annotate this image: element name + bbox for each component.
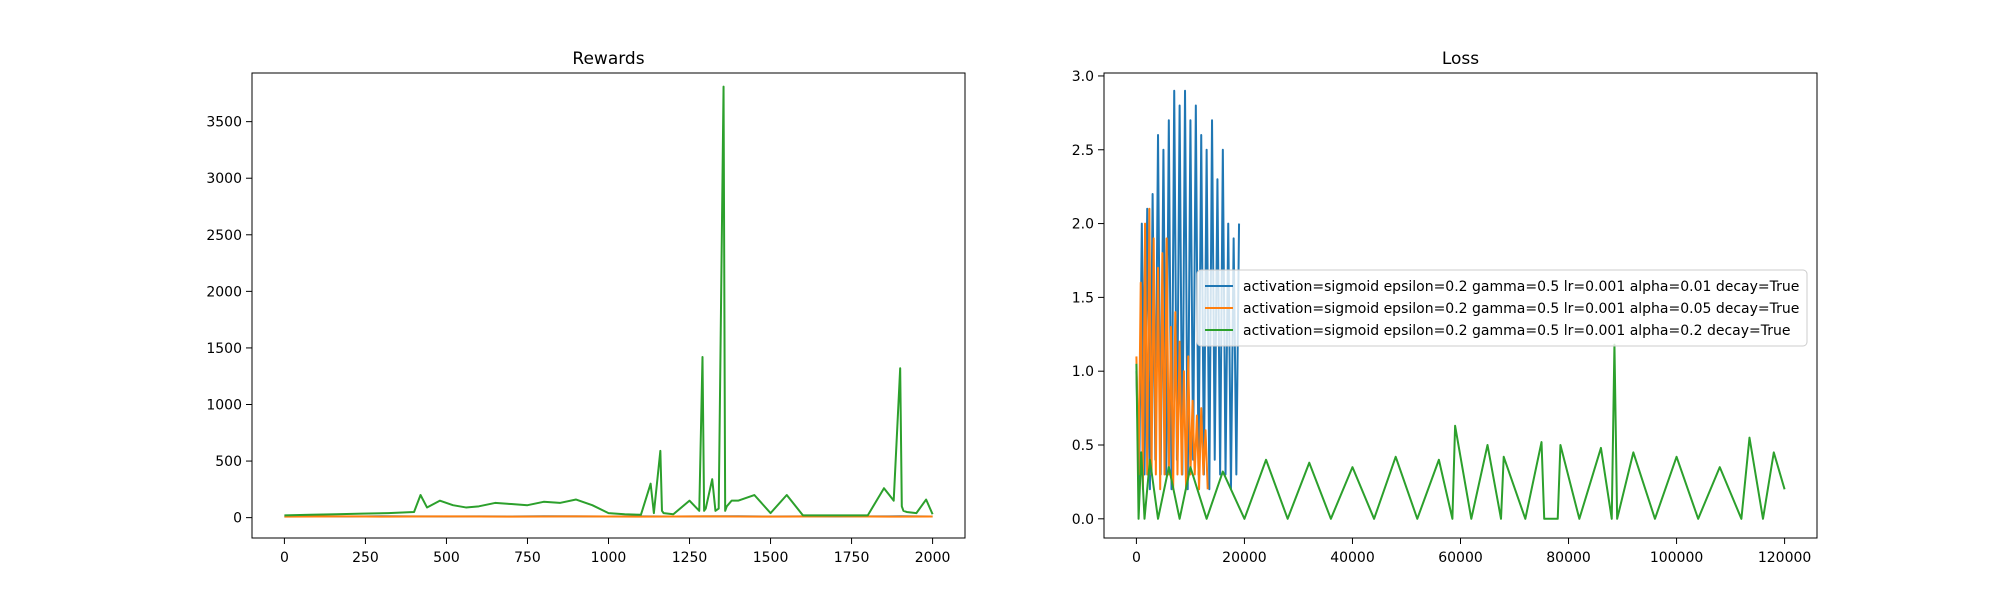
loss-x-tick-label: 120000	[1758, 550, 1811, 566]
rewards-y-tick-label: 0	[233, 511, 242, 527]
loss-series-line-2	[1136, 345, 1784, 519]
rewards-series-line-2	[284, 87, 932, 516]
loss-x-tick-label: 20000	[1222, 550, 1267, 566]
rewards-y-tick-label: 1000	[206, 397, 242, 413]
rewards-x-tick-label: 2000	[915, 550, 951, 566]
loss-legend-entry: activation=sigmoid epsilon=0.2 gamma=0.5…	[1243, 279, 1799, 295]
loss-x-tick-label: 100000	[1650, 550, 1703, 566]
rewards-x-tick-label: 1750	[834, 550, 870, 566]
rewards-y-tick-label: 2500	[206, 228, 242, 244]
rewards-y-tick-label: 3500	[206, 115, 242, 131]
rewards-x-tick-label: 1250	[672, 550, 708, 566]
rewards-x-tick-label: 750	[514, 550, 541, 566]
loss-legend-entry: activation=sigmoid epsilon=0.2 gamma=0.5…	[1243, 301, 1799, 317]
rewards-y-tick-label: 500	[215, 454, 242, 470]
loss-x-tick-label: 0	[1132, 550, 1141, 566]
rewards-axes-frame	[252, 73, 965, 538]
rewards-chart-title: Rewards	[572, 49, 644, 69]
rewards-x-tick-label: 0	[280, 550, 289, 566]
rewards-x-tick-label: 1500	[753, 550, 789, 566]
loss-chart: 0 20000 40000 60000 80000 100000 120000 0.0 0.5 1…	[1072, 49, 1817, 566]
rewards-y-tick-label: 2000	[206, 284, 242, 300]
rewards-y-tick-label: 1500	[206, 341, 242, 357]
rewards-chart: 0 250 500 750 1000 1250 1500 1750 2000 0 500 1000 15…	[206, 49, 965, 566]
loss-x-tick-label: 40000	[1330, 550, 1375, 566]
loss-x-tick-label: 80000	[1546, 550, 1591, 566]
loss-chart-title: Loss	[1442, 49, 1479, 69]
loss-y-tick-label: 1.0	[1072, 364, 1094, 380]
loss-y-tick-label: 1.5	[1072, 290, 1094, 306]
loss-y-tick-label: 2.0	[1072, 217, 1094, 233]
loss-y-tick-label: 2.5	[1072, 143, 1094, 159]
loss-x-tick-label: 60000	[1438, 550, 1483, 566]
loss-y-tick-label: 3.0	[1072, 69, 1094, 85]
rewards-x-tick-label: 1000	[591, 550, 627, 566]
loss-legend-entry: activation=sigmoid epsilon=0.2 gamma=0.5…	[1243, 323, 1790, 339]
rewards-x-tick-label: 500	[433, 550, 460, 566]
loss-y-tick-label: 0.5	[1072, 438, 1094, 454]
rewards-x-tick-label: 250	[352, 550, 379, 566]
loss-y-tick-label: 0.0	[1072, 512, 1094, 528]
rewards-y-tick-label: 3000	[206, 171, 242, 187]
